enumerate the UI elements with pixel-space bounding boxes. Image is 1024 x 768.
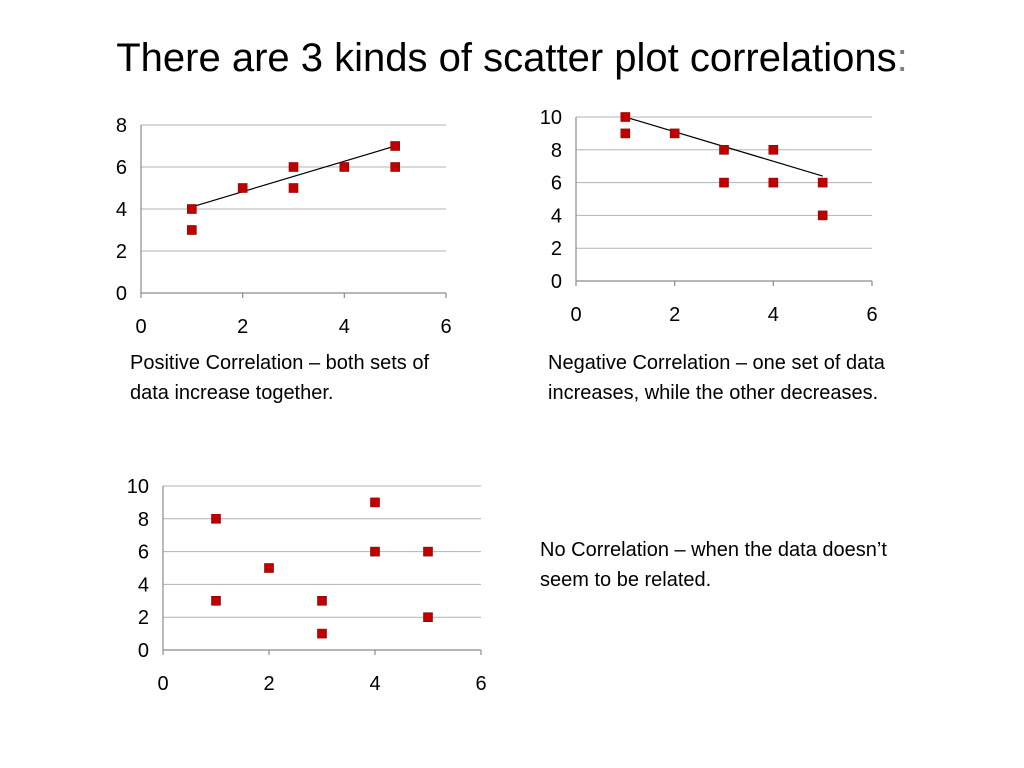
slide-title: There are 3 kinds of scatter plot correl… bbox=[0, 34, 1024, 82]
y-tick-label: 0 bbox=[116, 283, 127, 305]
y-tick-label: 8 bbox=[551, 140, 562, 162]
y-tick-label: 2 bbox=[551, 238, 562, 260]
y-tick-label: 0 bbox=[138, 640, 149, 662]
data-point bbox=[211, 596, 221, 606]
x-tick-label: 4 bbox=[339, 316, 350, 338]
data-point bbox=[423, 546, 433, 557]
data-point bbox=[669, 128, 680, 139]
negative-correlation-caption: Negative Correlation – one set of data i… bbox=[548, 352, 885, 404]
data-point bbox=[187, 225, 197, 235]
y-tick-label: 10 bbox=[540, 107, 562, 129]
data-point bbox=[390, 141, 400, 151]
x-tick-label: 2 bbox=[669, 304, 680, 326]
data-point bbox=[768, 177, 779, 188]
x-tick-label: 6 bbox=[475, 673, 486, 695]
x-tick-label: 6 bbox=[866, 304, 877, 326]
x-tick-label: 4 bbox=[369, 673, 380, 695]
data-point bbox=[370, 497, 380, 508]
data-point bbox=[620, 112, 631, 122]
y-tick-label: 6 bbox=[138, 542, 149, 564]
x-tick-label: 0 bbox=[570, 304, 581, 326]
y-tick-label: 6 bbox=[551, 173, 562, 195]
slide-title-colon: : bbox=[896, 36, 908, 80]
data-point bbox=[237, 183, 248, 193]
data-point bbox=[817, 177, 828, 188]
x-tick-label: 0 bbox=[157, 673, 168, 695]
data-point bbox=[187, 204, 197, 214]
x-tick-label: 6 bbox=[440, 316, 451, 338]
data-point bbox=[817, 210, 828, 221]
data-point bbox=[288, 162, 299, 172]
data-point bbox=[423, 612, 433, 622]
y-tick-label: 4 bbox=[551, 205, 562, 227]
y-tick-label: 8 bbox=[138, 509, 149, 531]
data-point bbox=[288, 183, 299, 193]
data-point bbox=[264, 563, 274, 573]
data-point bbox=[390, 162, 400, 172]
y-tick-label: 8 bbox=[116, 115, 127, 137]
data-point bbox=[768, 144, 779, 155]
positive-correlation-caption: Positive Correlation – both sets of data… bbox=[130, 352, 430, 404]
data-point bbox=[317, 628, 327, 639]
y-tick-label: 4 bbox=[138, 574, 149, 596]
positive-correlation-chart: 0 2 4 6 8 0 2 4 6 bbox=[116, 115, 452, 338]
data-point bbox=[719, 177, 729, 188]
data-point bbox=[317, 596, 327, 606]
x-tick-label: 2 bbox=[237, 316, 248, 338]
y-tick-label: 2 bbox=[138, 607, 149, 629]
y-tick-label: 4 bbox=[116, 199, 127, 221]
y-tick-label: 0 bbox=[551, 271, 562, 293]
x-tick-label: 2 bbox=[263, 673, 274, 695]
data-point bbox=[211, 513, 221, 524]
no-correlation-caption: No Correlation – when the data doesn’t s… bbox=[540, 539, 887, 591]
negative-correlation-chart: 0 2 4 6 8 10 0 2 4 6 bbox=[540, 107, 878, 326]
data-point bbox=[620, 128, 631, 139]
x-tick-label: 0 bbox=[135, 316, 146, 338]
data-point bbox=[339, 162, 350, 172]
y-tick-label: 2 bbox=[116, 241, 127, 263]
data-point bbox=[719, 144, 729, 155]
y-tick-label: 6 bbox=[116, 157, 127, 179]
data-point bbox=[370, 546, 380, 557]
x-tick-label: 4 bbox=[768, 304, 779, 326]
y-tick-label: 10 bbox=[127, 476, 149, 498]
trendline bbox=[191, 145, 396, 208]
slide-title-text: There are 3 kinds of scatter plot correl… bbox=[116, 36, 897, 80]
no-correlation-chart: 0 2 4 6 8 10 0 2 4 6 bbox=[127, 476, 487, 695]
